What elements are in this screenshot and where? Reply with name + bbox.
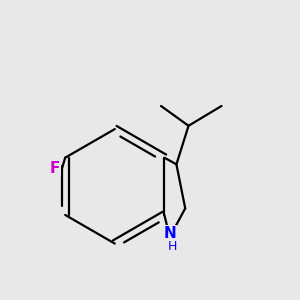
Text: H: H — [168, 240, 177, 254]
Text: F: F — [50, 161, 60, 176]
Text: N: N — [164, 226, 176, 241]
